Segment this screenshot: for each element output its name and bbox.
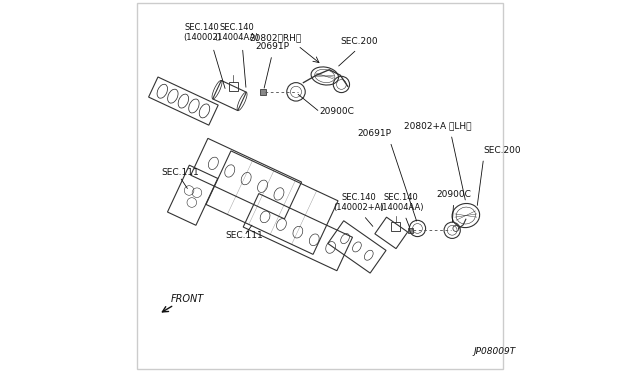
Polygon shape [408, 228, 413, 232]
Text: SEC.111: SEC.111 [161, 168, 199, 177]
Text: 20691P: 20691P [358, 129, 392, 138]
Polygon shape [260, 89, 266, 95]
Text: SEC.140
(14004AA): SEC.140 (14004AA) [214, 23, 259, 42]
Text: SEC.200: SEC.200 [484, 146, 521, 155]
Text: SEC.111: SEC.111 [226, 231, 264, 240]
Text: 20900C: 20900C [436, 190, 471, 199]
Text: 20802+A 〈LH〉: 20802+A 〈LH〉 [404, 122, 472, 131]
Text: SEC.140
(140002+A): SEC.140 (140002+A) [333, 193, 384, 212]
Text: 20691P: 20691P [255, 42, 289, 51]
Text: 20802〈RH〉: 20802〈RH〉 [250, 33, 302, 42]
Text: SEC.140
(14004AA): SEC.140 (14004AA) [379, 193, 424, 212]
Text: SEC.200: SEC.200 [340, 37, 378, 46]
Text: SEC.140
(140002): SEC.140 (140002) [183, 23, 221, 42]
Text: 20900C: 20900C [319, 107, 354, 116]
Text: JP08009T: JP08009T [473, 347, 515, 356]
Text: FRONT: FRONT [172, 294, 204, 304]
